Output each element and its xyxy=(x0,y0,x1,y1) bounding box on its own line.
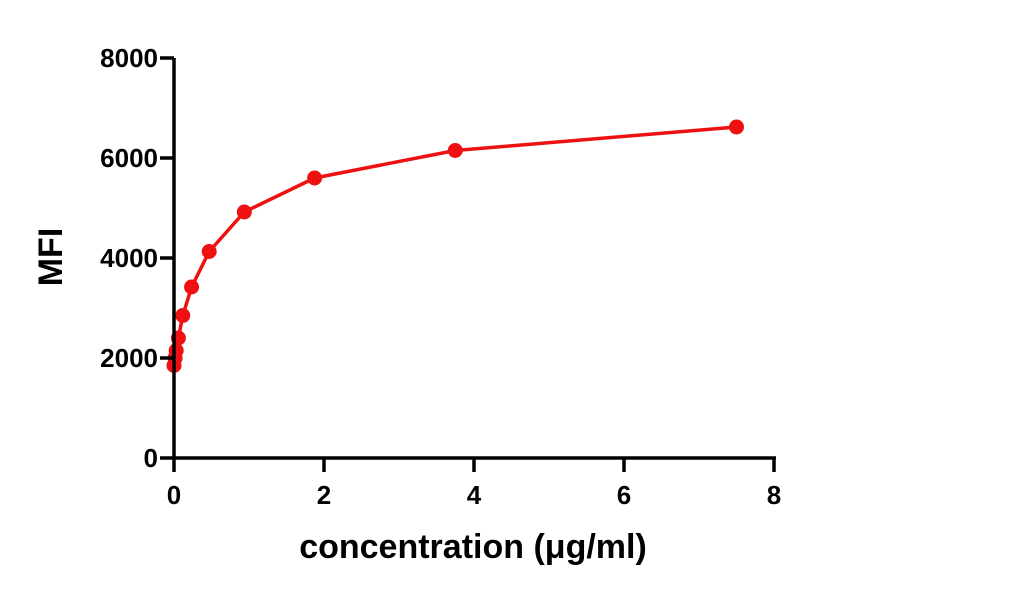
y-tick-label: 2000 xyxy=(100,343,158,373)
x-axis-title: concentration (μg/ml) xyxy=(299,528,647,566)
y-tick-label: 4000 xyxy=(100,243,158,273)
data-point xyxy=(236,204,252,220)
x-tick-label: 2 xyxy=(317,480,331,510)
x-tick-label: 4 xyxy=(467,480,482,510)
y-tick-label: 6000 xyxy=(100,143,158,173)
axes: 0 2000 4000 6000 8000 0 2 4 6 8 xyxy=(100,43,781,510)
series-markers xyxy=(166,119,744,373)
data-point xyxy=(168,343,184,358)
x-tick-label: 6 xyxy=(617,480,631,510)
x-tick-label: 8 xyxy=(767,480,781,510)
data-point xyxy=(307,170,323,186)
y-ticks: 0 2000 4000 6000 8000 xyxy=(100,43,174,473)
data-point xyxy=(447,143,463,158)
series-line xyxy=(172,125,737,366)
data-point xyxy=(201,244,217,259)
y-tick-label: 0 xyxy=(144,443,158,473)
x-ticks: 0 2 4 6 8 xyxy=(167,458,781,510)
y-axis-title: MFI xyxy=(32,228,70,287)
data-point xyxy=(184,279,200,295)
data-point xyxy=(729,119,744,135)
plot-area xyxy=(166,119,744,373)
y-tick-label: 8000 xyxy=(100,43,158,73)
data-point xyxy=(175,308,191,323)
x-tick-label: 0 xyxy=(167,480,181,510)
